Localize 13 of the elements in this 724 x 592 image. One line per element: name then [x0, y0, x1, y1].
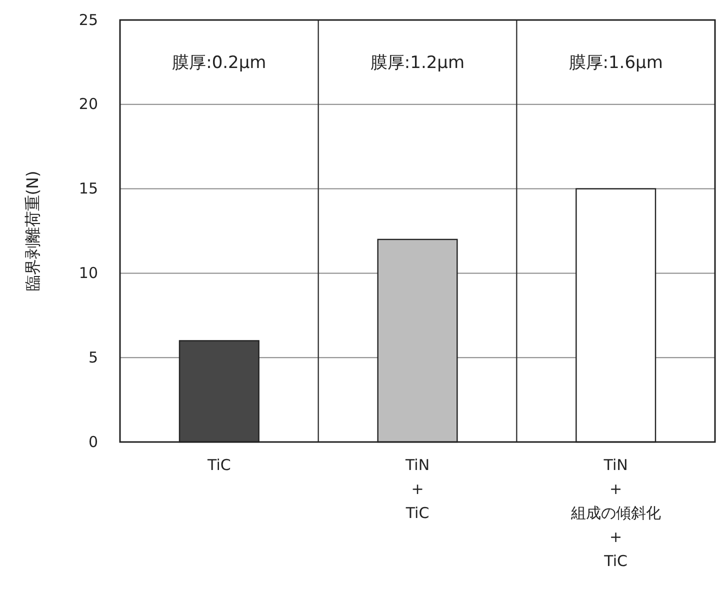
y-tick-label: 5 — [88, 348, 98, 366]
y-tick-label: 0 — [88, 432, 98, 451]
y-tick-label: 15 — [78, 180, 98, 198]
annotation: 膜厚:1.6μm — [568, 53, 663, 74]
x-tick-label: TiN + 組成の傾斜化 + TiC — [570, 456, 661, 570]
annotation: 膜厚:1.2μm — [370, 53, 465, 74]
x-tick-label: TiN + TiC — [404, 456, 430, 522]
y-tick-label: 10 — [78, 264, 98, 282]
annotation: 膜厚:0.2μm — [172, 53, 266, 74]
y-axis-title: 臨界剥離荷重(N) — [23, 170, 42, 292]
x-tick-label: TiC — [206, 456, 231, 474]
y-tick-label: 20 — [78, 95, 98, 114]
y-tick-label: 25 — [78, 10, 98, 29]
